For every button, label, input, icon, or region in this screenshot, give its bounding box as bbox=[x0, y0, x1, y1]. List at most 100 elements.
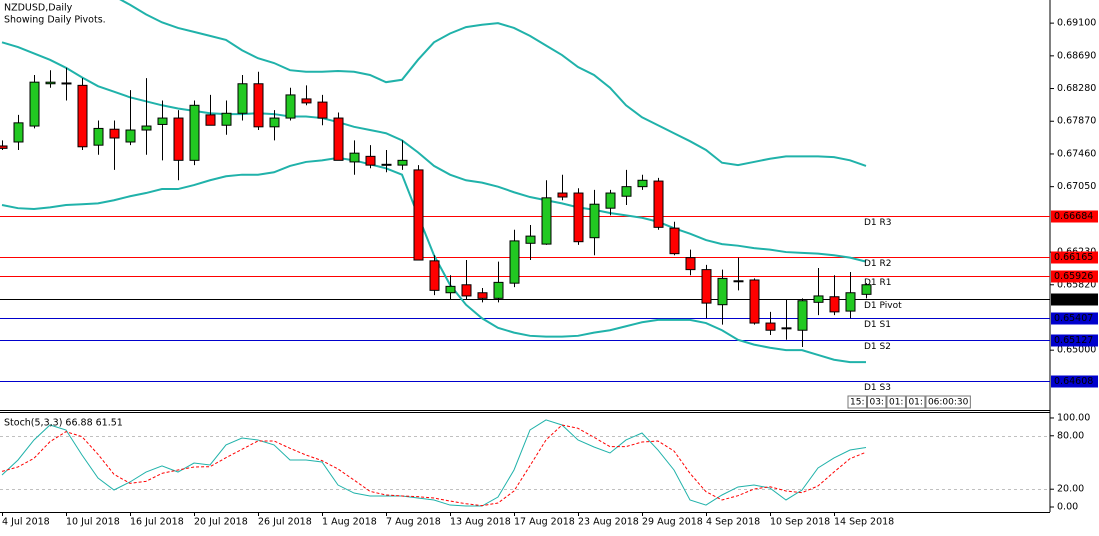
pivot-price-box bbox=[1051, 375, 1098, 388]
pivot-price-box bbox=[1051, 210, 1098, 223]
candle-body bbox=[669, 227, 680, 255]
timer-box bbox=[847, 395, 867, 409]
pivot-label: D1 S1 bbox=[864, 320, 891, 330]
pivot-label: D1 R3 bbox=[864, 218, 892, 228]
main-panel bbox=[0, 0, 1050, 382]
candle-body bbox=[93, 127, 104, 146]
candle-body bbox=[397, 159, 408, 166]
timer-text: 03: bbox=[869, 398, 883, 408]
x-tick-label: 4 Sep 2018 bbox=[706, 517, 760, 528]
y-tick-label: 0.65820 bbox=[1057, 279, 1096, 290]
x-tick-label: 23 Aug 2018 bbox=[578, 517, 639, 528]
x-tick-label: 17 Aug 2018 bbox=[514, 517, 575, 528]
x-tick-label: 10 Jul 2018 bbox=[66, 517, 120, 528]
chart-title: NZDUSD,Daily bbox=[4, 3, 73, 14]
y-tick-label: 0.69100 bbox=[1057, 18, 1096, 29]
candle-body bbox=[621, 186, 632, 197]
indicator-title: Stoch(5,3,3) 66.88 61.51 bbox=[4, 418, 123, 429]
candle-body bbox=[749, 279, 760, 324]
candle-body bbox=[653, 180, 664, 228]
timer-text: 01: bbox=[908, 398, 922, 408]
candle-body bbox=[733, 280, 744, 283]
candle-body bbox=[701, 269, 712, 304]
candle-body bbox=[845, 292, 856, 312]
candle-body bbox=[29, 81, 40, 127]
candle-body bbox=[237, 83, 248, 114]
candle-body bbox=[429, 260, 440, 291]
pivot-label: D1 S2 bbox=[864, 342, 891, 352]
candle-body bbox=[125, 129, 136, 143]
candle-body bbox=[221, 112, 232, 126]
candle-body bbox=[829, 296, 840, 313]
pivot-label: D1 Pivot bbox=[864, 301, 902, 311]
candle-body bbox=[509, 240, 520, 284]
candle-body bbox=[685, 257, 696, 271]
pivot-price-label: 0.65127 bbox=[1054, 335, 1093, 346]
candle-body bbox=[477, 292, 488, 299]
candle-body bbox=[589, 203, 600, 239]
candle-body bbox=[77, 84, 88, 148]
x-tick-label: 14 Sep 2018 bbox=[834, 517, 894, 528]
candle-body bbox=[797, 300, 808, 331]
candle-body bbox=[349, 152, 360, 163]
chart-subtitle: Showing Daily Pivots. bbox=[4, 15, 106, 26]
candle-body bbox=[605, 192, 616, 209]
y-tick-label: 0.67870 bbox=[1057, 116, 1096, 127]
band-line bbox=[119, 0, 867, 167]
candle-body bbox=[493, 281, 504, 299]
y-tick-label: 0.68280 bbox=[1057, 83, 1096, 94]
timer-box bbox=[866, 395, 887, 409]
y-tick-label: 0.00 bbox=[1057, 502, 1078, 513]
candle-body bbox=[445, 285, 456, 294]
candle-body bbox=[109, 128, 120, 139]
pivot-price-label: 0.66684 bbox=[1054, 211, 1093, 222]
candle-body bbox=[413, 169, 424, 261]
x-tick-label: 20 Jul 2018 bbox=[194, 517, 248, 528]
pivot-price-box bbox=[1051, 293, 1098, 306]
candle-body bbox=[141, 125, 152, 131]
timer-box bbox=[925, 395, 971, 409]
pivot-price-label: 0.65407 bbox=[1054, 313, 1093, 324]
candle-body bbox=[717, 277, 728, 306]
candle-body bbox=[557, 192, 568, 198]
candle-body bbox=[573, 192, 584, 243]
candle-body bbox=[381, 163, 392, 166]
candle-body bbox=[189, 104, 200, 161]
pivot-price-box bbox=[1051, 312, 1098, 325]
x-tick-label: 10 Sep 2018 bbox=[770, 517, 830, 528]
candle-body bbox=[637, 179, 648, 188]
x-tick-label: 1 Aug 2018 bbox=[322, 517, 377, 528]
stoch-line bbox=[1, 424, 867, 507]
pivot-price-label: 0.65926 bbox=[1054, 271, 1093, 282]
candle-body bbox=[13, 122, 24, 143]
candle-body bbox=[317, 101, 328, 119]
labels: NZDUSD,Daily Showing Daily Pivots. Stoch… bbox=[2, 3, 1098, 528]
pivot-price-label: 0.65646 bbox=[1054, 294, 1093, 305]
y-tick-label: 80.00 bbox=[1057, 430, 1084, 441]
x-tick-label: 29 Aug 2018 bbox=[642, 517, 703, 528]
timer-text: 01: bbox=[889, 398, 903, 408]
candle-body bbox=[0, 145, 8, 149]
candle-body bbox=[365, 155, 376, 166]
timer-box bbox=[905, 395, 926, 409]
candle-body bbox=[781, 327, 792, 330]
candle-body bbox=[333, 117, 344, 161]
y-tick-label: 0.67460 bbox=[1057, 148, 1096, 159]
candle-body bbox=[173, 117, 184, 161]
x-tick-label: 4 Jul 2018 bbox=[2, 517, 50, 528]
candle-body bbox=[285, 94, 296, 119]
y-tick-label: 20.00 bbox=[1057, 484, 1084, 495]
y-tick-label: 100.00 bbox=[1057, 412, 1090, 423]
candle-body bbox=[301, 98, 312, 104]
pivot-price-box bbox=[1051, 251, 1098, 264]
y-tick-label: 0.67050 bbox=[1057, 181, 1096, 192]
x-tick-label: 16 Jul 2018 bbox=[130, 517, 184, 528]
pivot-label: D1 S3 bbox=[864, 383, 891, 393]
pivot-label: D1 R2 bbox=[864, 259, 892, 269]
candle-body bbox=[541, 197, 552, 245]
x-tick-label: 26 Jul 2018 bbox=[258, 517, 312, 528]
pivot-price-label: 0.64608 bbox=[1054, 376, 1093, 387]
y-tick-label: 0.65000 bbox=[1057, 345, 1096, 356]
pivot-price-box bbox=[1051, 334, 1098, 347]
